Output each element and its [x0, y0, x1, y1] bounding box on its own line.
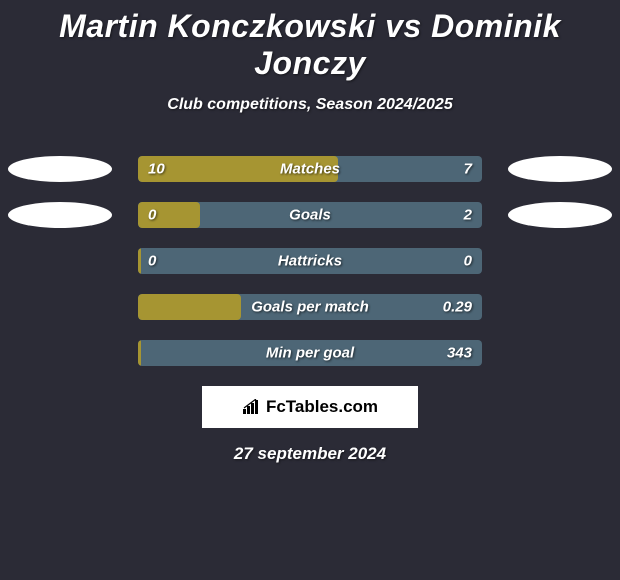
- left-spacer: [8, 248, 112, 274]
- subtitle: Club competitions, Season 2024/2025: [0, 96, 620, 114]
- stats-container: 10 Matches 7 0 Goals 2 0 Hattricks 0 Goals per ma…: [0, 156, 620, 366]
- chart-icon: [242, 399, 262, 415]
- logo-box: FcTables.com: [202, 386, 418, 428]
- stat-bar-fill: [138, 294, 241, 320]
- stat-label: Goals per match: [251, 299, 369, 316]
- left-ellipse: [8, 202, 112, 228]
- stat-bar: 10 Matches 7: [138, 156, 482, 182]
- stat-row: 0 Hattricks 0: [0, 248, 620, 274]
- stat-row: Goals per match 0.29: [0, 294, 620, 320]
- stat-right-value: 0: [464, 253, 472, 270]
- stat-bar: Min per goal 343: [138, 340, 482, 366]
- stat-row: Min per goal 343: [0, 340, 620, 366]
- logo: FcTables.com: [242, 397, 378, 417]
- stat-right-value: 343: [447, 345, 472, 362]
- left-ellipse: [8, 156, 112, 182]
- right-ellipse: [508, 202, 612, 228]
- stat-left-value: 0: [148, 253, 156, 270]
- stat-bar: 0 Hattricks 0: [138, 248, 482, 274]
- left-spacer: [8, 294, 112, 320]
- stat-bar: Goals per match 0.29: [138, 294, 482, 320]
- stat-left-value: 0: [148, 207, 156, 224]
- stat-row: 10 Matches 7: [0, 156, 620, 182]
- stat-right-value: 0.29: [443, 299, 472, 316]
- right-spacer: [508, 340, 612, 366]
- page-title: Martin Konczkowski vs Dominik Jonczy: [0, 0, 620, 82]
- stat-row: 0 Goals 2: [0, 202, 620, 228]
- stat-label: Goals: [289, 207, 331, 224]
- stat-label: Min per goal: [266, 345, 354, 362]
- logo-label: FcTables.com: [266, 397, 378, 417]
- left-spacer: [8, 340, 112, 366]
- stat-bar-fill: [138, 248, 141, 274]
- stat-label: Hattricks: [278, 253, 342, 270]
- stat-right-value: 7: [464, 161, 472, 178]
- right-spacer: [508, 294, 612, 320]
- stat-bar-fill: [138, 340, 141, 366]
- right-ellipse: [508, 156, 612, 182]
- date-label: 27 september 2024: [0, 444, 620, 464]
- stat-label: Matches: [280, 161, 340, 178]
- stat-left-value: 10: [148, 161, 165, 178]
- right-spacer: [508, 248, 612, 274]
- stat-bar: 0 Goals 2: [138, 202, 482, 228]
- stat-right-value: 2: [464, 207, 472, 224]
